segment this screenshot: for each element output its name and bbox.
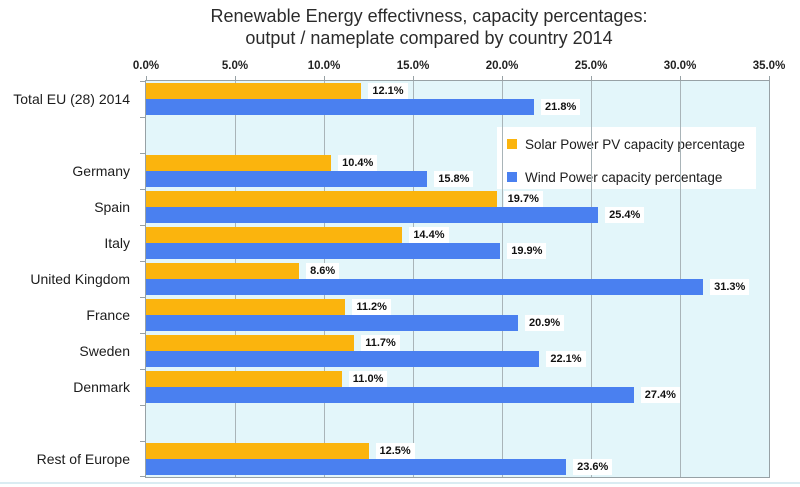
- category-labels: Total EU (28) 2014 Germany Spain Italy Unite…: [0, 81, 137, 477]
- value-label: 11.2%: [352, 299, 391, 315]
- solar-bar: [146, 83, 362, 99]
- solar-swatch-icon: [507, 139, 517, 149]
- axis-tick-mark: [769, 76, 770, 81]
- axis-tick-mark: [591, 76, 592, 81]
- solar-bar: [146, 443, 369, 459]
- category-tick-mark: [140, 117, 146, 118]
- value-label: 8.6%: [306, 263, 340, 279]
- value-label: 19.7%: [503, 191, 543, 207]
- solar-bar: [146, 191, 497, 207]
- category-tick-mark: [140, 153, 146, 154]
- solar-bar: [146, 299, 346, 315]
- x-axis-tick-label: 30.0%: [663, 60, 697, 72]
- legend-item-wind: Wind Power capacity percentage: [507, 166, 756, 188]
- wind-bar: [146, 315, 519, 331]
- value-label: 19.9%: [507, 243, 547, 259]
- x-axis-tick-label: 25.0%: [574, 60, 608, 72]
- plot-area: Solar Power PV capacity percentage Wind …: [140, 76, 770, 478]
- axis-tick-mark: [146, 76, 147, 81]
- solar-bar: [146, 155, 332, 171]
- value-label: 25.4%: [605, 207, 645, 223]
- category-label: Spain: [94, 199, 130, 215]
- category-label: Rest of Europe: [36, 451, 130, 467]
- category-label: Italy: [104, 235, 130, 251]
- x-axis-tick-label: 35.0%: [752, 60, 786, 72]
- legend: Solar Power PV capacity percentage Wind …: [497, 127, 756, 189]
- category-label: Sweden: [79, 343, 130, 359]
- category-tick-mark: [140, 81, 146, 82]
- bottom-edge-line: [0, 482, 800, 484]
- chart-title-line1: Renewable Energy effectivness, capacity …: [210, 6, 648, 26]
- value-label: 15.8%: [434, 171, 474, 187]
- legend-label-wind: Wind Power capacity percentage: [525, 169, 723, 185]
- wind-bar: [146, 207, 599, 223]
- category-label: France: [86, 307, 130, 323]
- wind-bar: [146, 171, 428, 187]
- category-tick-mark: [140, 476, 146, 477]
- category-label: Denmark: [73, 379, 130, 395]
- category-tick-mark: [140, 297, 146, 298]
- axis-tick-mark: [413, 76, 414, 81]
- value-label: 12.1%: [368, 83, 408, 99]
- value-label: 21.8%: [541, 99, 581, 115]
- wind-bar: [146, 243, 501, 259]
- category-tick-mark: [140, 225, 146, 226]
- wind-bar: [146, 99, 535, 115]
- axis-tick-mark: [235, 76, 236, 81]
- category-label: United Kingdom: [30, 271, 130, 287]
- solar-bar: [146, 263, 300, 279]
- value-label: 10.4%: [338, 155, 378, 171]
- wind-bar: [146, 351, 540, 367]
- category-tick-mark: [140, 261, 146, 262]
- wind-swatch-icon: [507, 172, 517, 182]
- axis-tick-mark: [502, 76, 503, 81]
- wind-bar: [146, 459, 567, 475]
- category-tick-mark: [140, 441, 146, 442]
- category-tick-mark: [140, 189, 146, 190]
- category-tick-mark: [140, 333, 146, 334]
- wind-bar: [146, 279, 704, 295]
- axis-tick-mark: [324, 76, 325, 81]
- value-label: 31.3%: [710, 279, 750, 295]
- wind-bar: [146, 387, 634, 403]
- x-axis-tick-label: 10.0%: [307, 60, 341, 72]
- x-axis-tick-label: 20.0%: [485, 60, 519, 72]
- solar-bar: [146, 227, 403, 243]
- category-tick-mark: [140, 405, 146, 406]
- x-axis-tick-label: 5.0%: [221, 60, 249, 72]
- solar-bar: [146, 371, 342, 387]
- axis-tick-mark: [680, 76, 681, 81]
- value-label: 11.7%: [361, 335, 400, 351]
- chart-title-line2: output / nameplate compared by country 2…: [245, 28, 613, 48]
- legend-label-solar: Solar Power PV capacity percentage: [525, 136, 745, 152]
- value-label: 20.9%: [525, 315, 565, 331]
- x-axis: 0.0% 5.0% 10.0% 15.0% 20.0% 25.0% 30.0% 35.0%: [133, 60, 785, 76]
- x-axis-tick-label: 15.0%: [396, 60, 430, 72]
- x-axis-tick-label: 0.0%: [132, 60, 160, 72]
- value-label: 12.5%: [375, 443, 415, 459]
- value-label: 27.4%: [640, 387, 680, 403]
- solar-bar: [146, 335, 355, 351]
- value-label: 14.4%: [409, 227, 449, 243]
- category-label: Germany: [72, 163, 130, 179]
- value-label: 23.6%: [573, 459, 613, 475]
- value-label: 11.0%: [348, 371, 388, 387]
- category-tick-mark: [140, 369, 146, 370]
- value-label: 22.1%: [546, 351, 586, 367]
- chart-title: Renewable Energy effectivness, capacity …: [58, 5, 800, 49]
- legend-item-solar: Solar Power PV capacity percentage: [507, 133, 756, 155]
- category-label: Total EU (28) 2014: [13, 91, 130, 107]
